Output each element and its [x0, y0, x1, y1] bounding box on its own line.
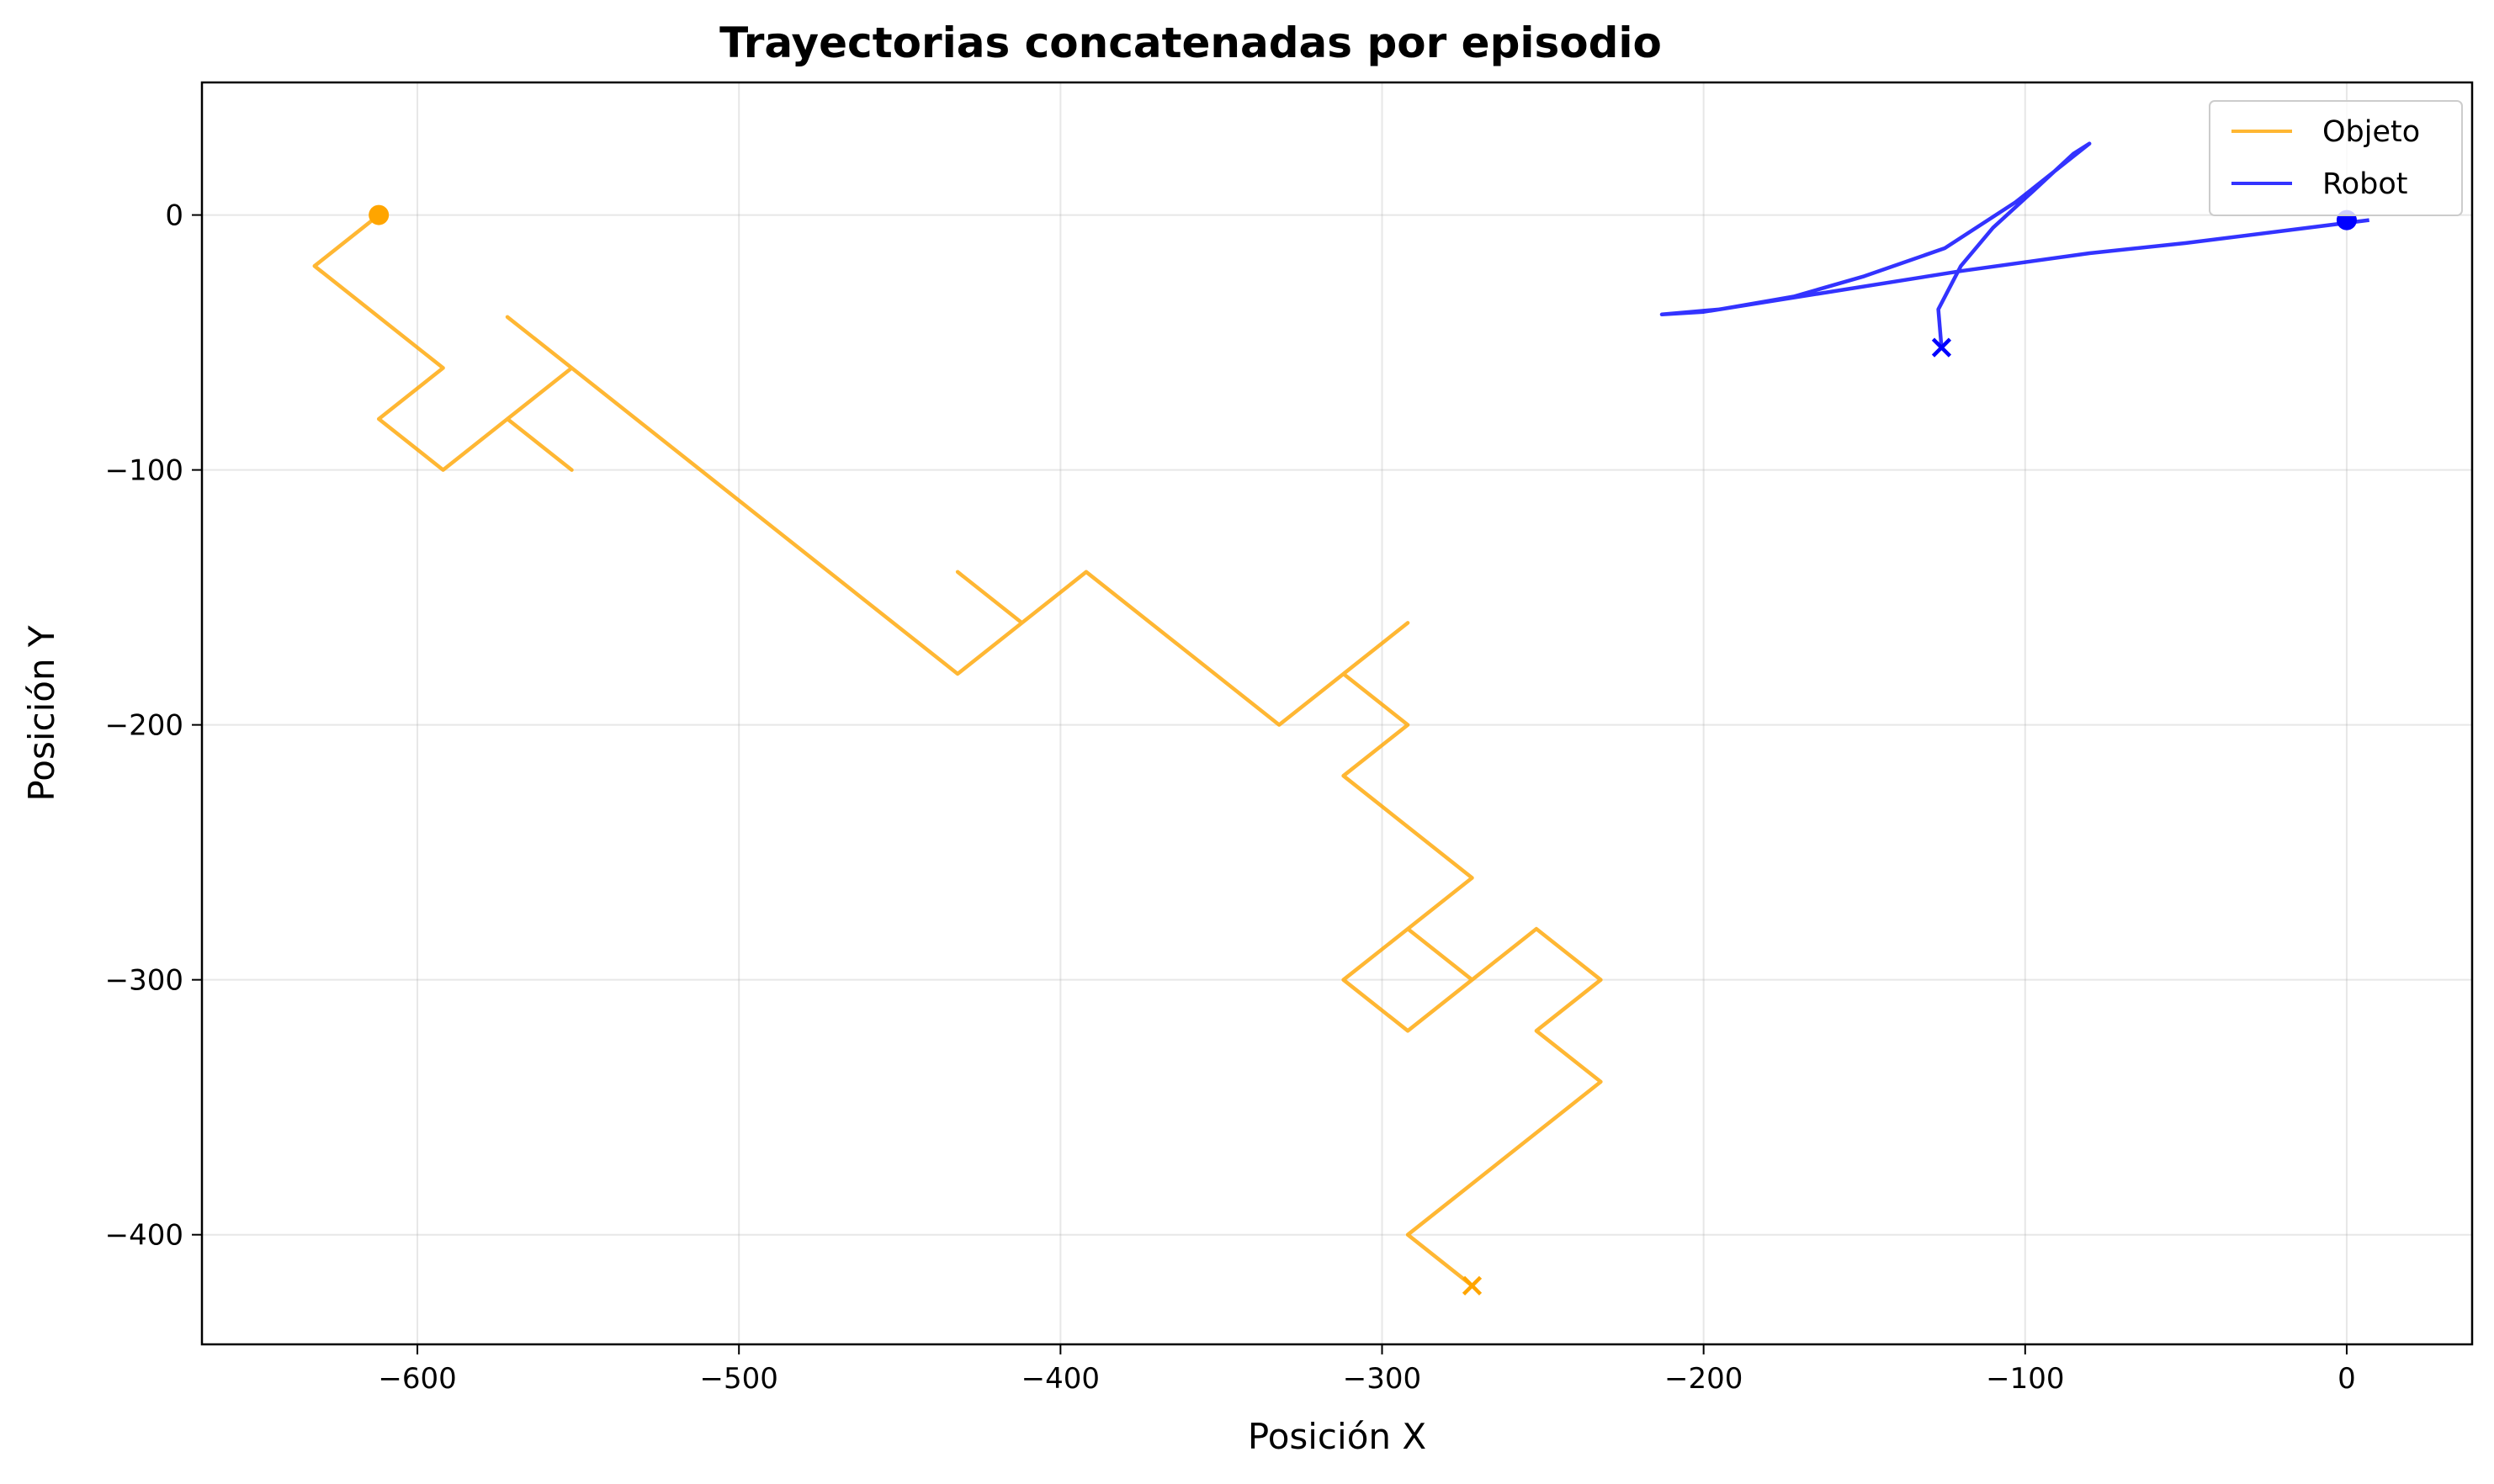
y-tick-label: −100: [105, 454, 183, 488]
x-tick-label: −300: [1343, 1362, 1421, 1396]
end-marker-robot: [1931, 337, 1952, 358]
series-layer: [312, 141, 2369, 1296]
start-marker-objeto: [369, 204, 390, 225]
series-line-robot: [1659, 141, 2369, 348]
plot-frame: [200, 81, 2474, 1346]
series-line-objeto: [312, 213, 1603, 1288]
x-tick-label: −100: [1986, 1362, 2064, 1396]
y-tick-label: −300: [105, 964, 183, 998]
end-marker-objeto: [1462, 1275, 1483, 1296]
x-tick-label: −400: [1021, 1362, 1100, 1396]
x-tick-label: −200: [1664, 1362, 1743, 1396]
y-tick-label: 0: [165, 199, 183, 233]
y-axis-label: Posición Y: [21, 625, 62, 802]
chart-title: Trayectorias concatenadas por episodio: [719, 19, 1662, 67]
y-tick-label: −400: [105, 1219, 183, 1253]
x-axis-label: Posición X: [1248, 1416, 1426, 1457]
legend-label-robot: Robot: [2322, 167, 2408, 201]
y-tick-label: −200: [105, 709, 183, 743]
x-tick-label: −600: [378, 1362, 456, 1396]
axis-ticks: −600 −500 −400 −300 −200 −100 0 0 −100 −200 −300 −4…: [105, 199, 2356, 1396]
x-tick-label: −500: [700, 1362, 778, 1396]
grid: [202, 82, 2472, 1344]
legend-label-objeto: Objeto: [2322, 115, 2420, 149]
x-tick-label: 0: [2337, 1362, 2356, 1396]
legend: Objeto Robot: [2209, 100, 2463, 216]
